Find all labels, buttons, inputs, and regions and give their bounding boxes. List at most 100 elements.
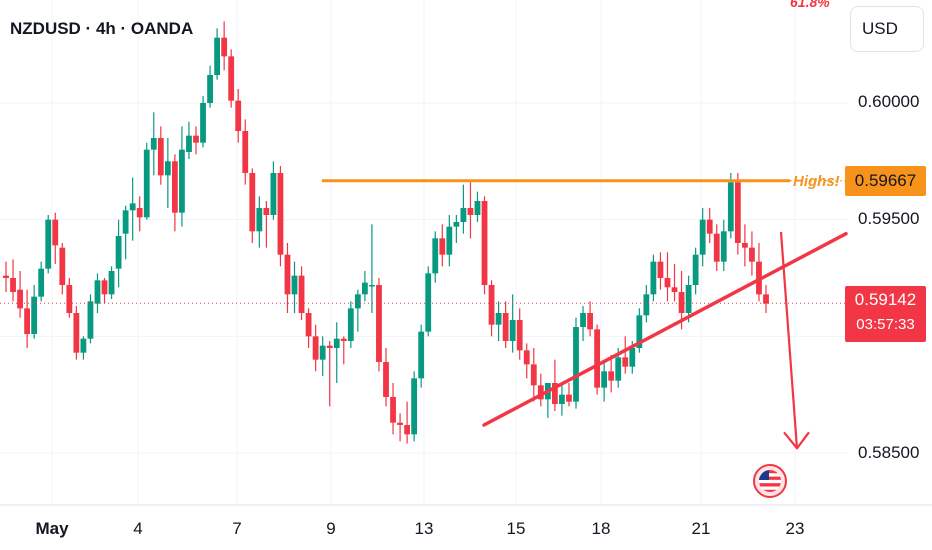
us-flag-icon[interactable] (753, 464, 787, 498)
candle-body (66, 285, 73, 313)
candle-body (734, 182, 741, 243)
projection-arrow-line (779, 231, 799, 449)
candle-body (45, 219, 52, 269)
candle-body (242, 131, 249, 173)
candle-body (171, 161, 178, 213)
candle-body (94, 280, 101, 304)
candle-body (179, 149, 185, 213)
candle-body (439, 238, 446, 255)
highs-annotation[interactable]: Highs! • (793, 173, 850, 190)
candle-body (418, 331, 425, 379)
bar-countdown: 03:57:33 (856, 316, 915, 333)
candle-body (312, 336, 319, 360)
candle-body (150, 138, 157, 150)
candle-body (615, 357, 622, 381)
flag-stripes (759, 470, 781, 492)
flag-canton (759, 470, 769, 480)
time-tick: 23 (785, 519, 805, 538)
current-price-label: 0.59142 03:57:33 (845, 286, 926, 342)
candle-body (369, 285, 375, 287)
fib-label: 61.8% (790, 0, 830, 10)
candle-body (559, 394, 565, 404)
time-tick: May (35, 519, 69, 538)
candle-body (73, 313, 80, 353)
candle-body (720, 231, 727, 262)
candle-body (741, 243, 748, 248)
candle-body (277, 173, 284, 255)
candle-body (164, 161, 171, 176)
candle-body (425, 273, 432, 332)
candle-body (136, 208, 143, 218)
candle-body (650, 261, 657, 295)
time-tick: 13 (414, 519, 434, 538)
candle-body (537, 385, 544, 400)
candle-body (629, 348, 636, 367)
candle-body (80, 338, 87, 353)
candle-body (207, 75, 213, 103)
candle-body (340, 338, 347, 341)
candle-body (453, 222, 460, 227)
candle-body (186, 135, 192, 152)
candle-body (530, 364, 537, 386)
candle-body (129, 203, 136, 211)
candle-body (657, 261, 664, 278)
time-tick: 7 (232, 519, 242, 538)
candle-body (361, 282, 368, 295)
candle-body (692, 254, 699, 285)
candle-body (87, 301, 94, 339)
candle-body (594, 329, 601, 388)
candle-body (509, 320, 516, 341)
candle-body (10, 278, 16, 292)
current-price: 0.59142 (854, 290, 917, 309)
candle-body (390, 397, 396, 423)
candle-body (411, 378, 418, 435)
symbol-title[interactable]: NZDUSD · 4h · OANDA (10, 19, 194, 38)
candle-body (671, 287, 678, 292)
candle-body (298, 275, 305, 313)
chart-grid (0, 0, 932, 506)
candle-body (601, 371, 608, 388)
candle-body (3, 275, 9, 278)
candle-body (763, 294, 769, 304)
candle-body (636, 315, 643, 348)
price-tick: 0.59500 (858, 209, 920, 228)
candle-body (685, 285, 692, 313)
resistance-price-label: 0.59667 (845, 166, 926, 196)
candle-body (256, 208, 263, 232)
candle-body (664, 278, 671, 288)
time-tick: 9 (326, 519, 336, 538)
price-tick: 0.60000 (858, 92, 920, 111)
candle-body (101, 280, 108, 295)
candle-body (699, 219, 706, 255)
currency-button[interactable]: USD (850, 6, 924, 52)
candle-body (122, 210, 129, 234)
candle-body (502, 313, 509, 341)
candle-body (326, 345, 333, 348)
candle-body (38, 268, 45, 297)
candle-body (516, 320, 523, 351)
candle-body (24, 308, 31, 334)
candle-body (235, 100, 242, 131)
time-tick: 18 (591, 519, 611, 538)
candle-body (157, 138, 164, 176)
candle-body (404, 425, 411, 435)
time-tick: 15 (506, 519, 526, 538)
candle-body (488, 285, 495, 325)
candle-body (31, 296, 38, 334)
candle-body (573, 327, 579, 402)
candle-body (643, 294, 650, 316)
time-tick: 4 (133, 519, 143, 538)
candle-body (713, 233, 720, 262)
candle-body (52, 219, 59, 246)
candle-body (59, 247, 66, 285)
candle-body (551, 383, 558, 404)
candle-body (397, 422, 403, 425)
candle-body (566, 394, 572, 402)
candle-body (481, 201, 488, 285)
candle-body (108, 271, 115, 295)
candle-body (467, 208, 474, 215)
candle-body (143, 149, 150, 218)
drawings-layer (0, 179, 848, 498)
candle-body (495, 313, 502, 325)
